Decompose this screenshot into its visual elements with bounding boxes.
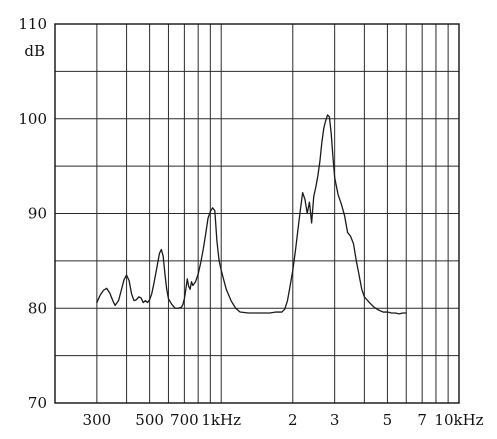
x-tick-label: 5 [383,411,393,429]
y-axis-unit-label: dB [24,42,45,60]
x-tick-label: 3 [330,411,340,429]
y-tick-label: 100 [18,110,47,128]
x-tick-label: 700 [170,411,199,429]
x-tick-label: 10kHz [434,411,483,429]
y-tick-label: 110 [18,15,47,33]
x-tick-label: 7 [417,411,427,429]
series-layer [96,114,407,315]
x-tick-label: 2 [288,411,298,429]
y-tick-label: 70 [28,394,47,412]
grid [54,23,460,404]
series-line [96,114,407,315]
plot-frame [54,23,460,404]
x-tick-label: 1kHz [201,411,241,429]
tick-labels: 300 500 700 1kHz 2 3 5 7 10kHz 70 80 90 100 110 [18,15,483,429]
y-tick-label: 90 [28,205,47,223]
x-tick-label: 300 [83,411,112,429]
plot-border [54,23,460,404]
x-tick-label: 500 [135,411,164,429]
y-tick-label: 80 [28,299,47,317]
